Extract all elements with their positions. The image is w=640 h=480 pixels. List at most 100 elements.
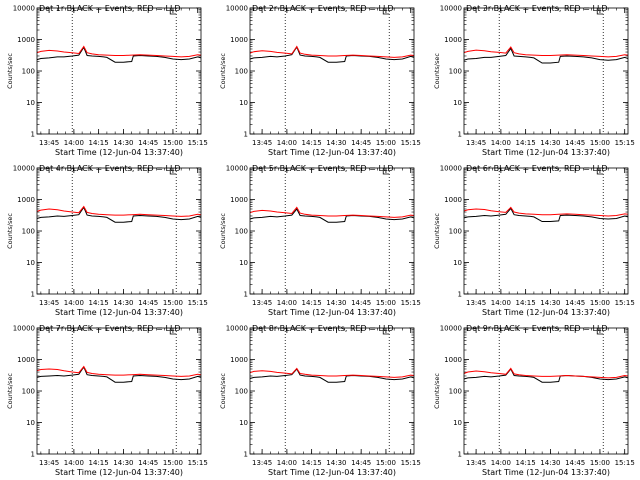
y-tick-label: 100 (449, 228, 462, 236)
chart-panel-2: Det 2r BLACK = Events, RED = LLD Counts/s… (219, 4, 421, 157)
marker-bracket (169, 328, 177, 335)
x-axis-label: Start Time (12-Jun-04 13:37:40) (55, 148, 183, 157)
marker-bracket (596, 8, 604, 15)
x-tick-label: 13:45 (39, 139, 59, 147)
x-tick-label: 14:30 (113, 459, 133, 467)
y-tick-label: 1 (31, 451, 35, 459)
x-tick-label: 14:15 (516, 459, 536, 467)
x-tick-label: 14:15 (516, 139, 536, 147)
series-line-lld (249, 367, 415, 378)
y-axis-label: Counts/sec (6, 213, 14, 249)
y-tick-label: 10000 (226, 5, 248, 13)
x-tick-label: 13:45 (39, 459, 59, 467)
chart-panel-9: Det 9r BLACK = Events, RED = LLD Counts/s… (433, 324, 635, 477)
x-tick-label: 14:30 (326, 459, 346, 467)
y-tick-label: 1000 (444, 196, 462, 204)
y-tick-label: 100 (449, 68, 462, 76)
chart-title: Det 7r BLACK = Events, RED = LLD (39, 324, 181, 333)
y-tick-label: 10000 (13, 165, 35, 173)
y-tick-label: 10 (26, 419, 35, 427)
x-tick-label: 14:30 (540, 139, 560, 147)
x-tick-label: 14:45 (565, 459, 585, 467)
x-tick-label: 14:45 (138, 299, 158, 307)
x-tick-label: 14:45 (351, 459, 371, 467)
y-tick-label: 10 (26, 99, 35, 107)
series-line-events (463, 47, 629, 64)
x-tick-label: 15:00 (376, 139, 396, 147)
series-line-lld (36, 365, 202, 377)
y-tick-label: 10000 (440, 325, 462, 333)
x-tick-label: 14:30 (540, 299, 560, 307)
series-line-events (463, 368, 629, 383)
y-tick-label: 10 (239, 419, 248, 427)
marker-bracket (382, 328, 390, 335)
x-axis-label: Start Time (12-Jun-04 13:37:40) (55, 468, 183, 477)
y-axis-label: Counts/sec (6, 373, 14, 409)
y-tick-label: 1000 (17, 196, 35, 204)
marker-bracket (596, 168, 604, 175)
x-tick-label: 14:45 (351, 139, 371, 147)
y-tick-label: 1000 (17, 356, 35, 364)
y-tick-label: 1000 (17, 36, 35, 44)
plot-frame (463, 7, 629, 135)
x-tick-label: 14:00 (64, 459, 84, 467)
y-tick-label: 100 (235, 228, 248, 236)
x-tick-label: 13:45 (466, 299, 486, 307)
x-tick-label: 14:00 (491, 299, 511, 307)
x-axis-label: Start Time (12-Jun-04 13:37:40) (55, 308, 183, 317)
x-tick-label: 15:00 (590, 459, 610, 467)
x-tick-label: 14:00 (491, 139, 511, 147)
x-axis-label: Start Time (12-Jun-04 13:37:40) (482, 148, 610, 157)
y-tick-label: 10000 (440, 5, 462, 13)
x-tick-label: 14:15 (302, 459, 322, 467)
x-tick-label: 14:45 (565, 299, 585, 307)
series-line-events (36, 46, 202, 63)
x-tick-label: 14:30 (113, 139, 133, 147)
chart-title: Det 6r BLACK = Events, RED = LLD (466, 164, 608, 173)
x-tick-label: 13:45 (466, 459, 486, 467)
marker-bracket (169, 8, 177, 15)
x-tick-label: 15:15 (615, 459, 635, 467)
y-tick-label: 100 (449, 388, 462, 396)
y-axis-label: Counts/sec (433, 373, 441, 409)
y-tick-label: 10 (453, 259, 462, 267)
x-tick-label: 14:45 (138, 459, 158, 467)
y-tick-label: 10000 (13, 325, 35, 333)
y-tick-label: 10 (239, 259, 248, 267)
x-tick-label: 13:45 (252, 459, 272, 467)
y-tick-label: 10 (453, 99, 462, 107)
y-tick-label: 10 (453, 419, 462, 427)
y-tick-label: 1000 (444, 356, 462, 364)
y-tick-label: 100 (22, 388, 35, 396)
series-line-events (249, 45, 415, 63)
chart-panel-3: Det 3r BLACK = Events, RED = LLD Counts/s… (433, 4, 635, 157)
chart-title: Det 4r BLACK = Events, RED = LLD (39, 164, 181, 173)
y-tick-label: 10000 (226, 165, 248, 173)
x-axis-label: Start Time (12-Jun-04 13:37:40) (268, 308, 396, 317)
x-axis-label: Start Time (12-Jun-04 13:37:40) (268, 468, 396, 477)
x-axis-label: Start Time (12-Jun-04 13:37:40) (482, 468, 610, 477)
y-tick-label: 1000 (230, 356, 248, 364)
x-tick-label: 15:15 (188, 299, 208, 307)
x-tick-label: 14:45 (138, 139, 158, 147)
series-line-lld (249, 206, 415, 218)
x-tick-label: 13:45 (252, 139, 272, 147)
x-tick-label: 14:30 (113, 299, 133, 307)
y-axis-label: Counts/sec (6, 53, 14, 89)
y-tick-label: 10000 (226, 325, 248, 333)
series-line-events (36, 206, 202, 223)
x-tick-label: 14:00 (277, 139, 297, 147)
x-tick-label: 14:45 (565, 139, 585, 147)
y-tick-label: 100 (235, 388, 248, 396)
x-tick-label: 14:00 (64, 299, 84, 307)
chart-panel-5: Det 5r BLACK = Events, RED = LLD Counts/s… (219, 164, 421, 317)
plot-frame (36, 7, 202, 135)
x-axis-label: Start Time (12-Jun-04 13:37:40) (482, 308, 610, 317)
marker-bracket (382, 8, 390, 15)
y-tick-label: 1 (31, 291, 35, 299)
x-tick-label: 14:30 (326, 139, 346, 147)
x-tick-label: 15:15 (401, 299, 421, 307)
x-tick-label: 14:00 (277, 299, 297, 307)
y-tick-label: 100 (235, 68, 248, 76)
series-line-lld (36, 45, 202, 58)
